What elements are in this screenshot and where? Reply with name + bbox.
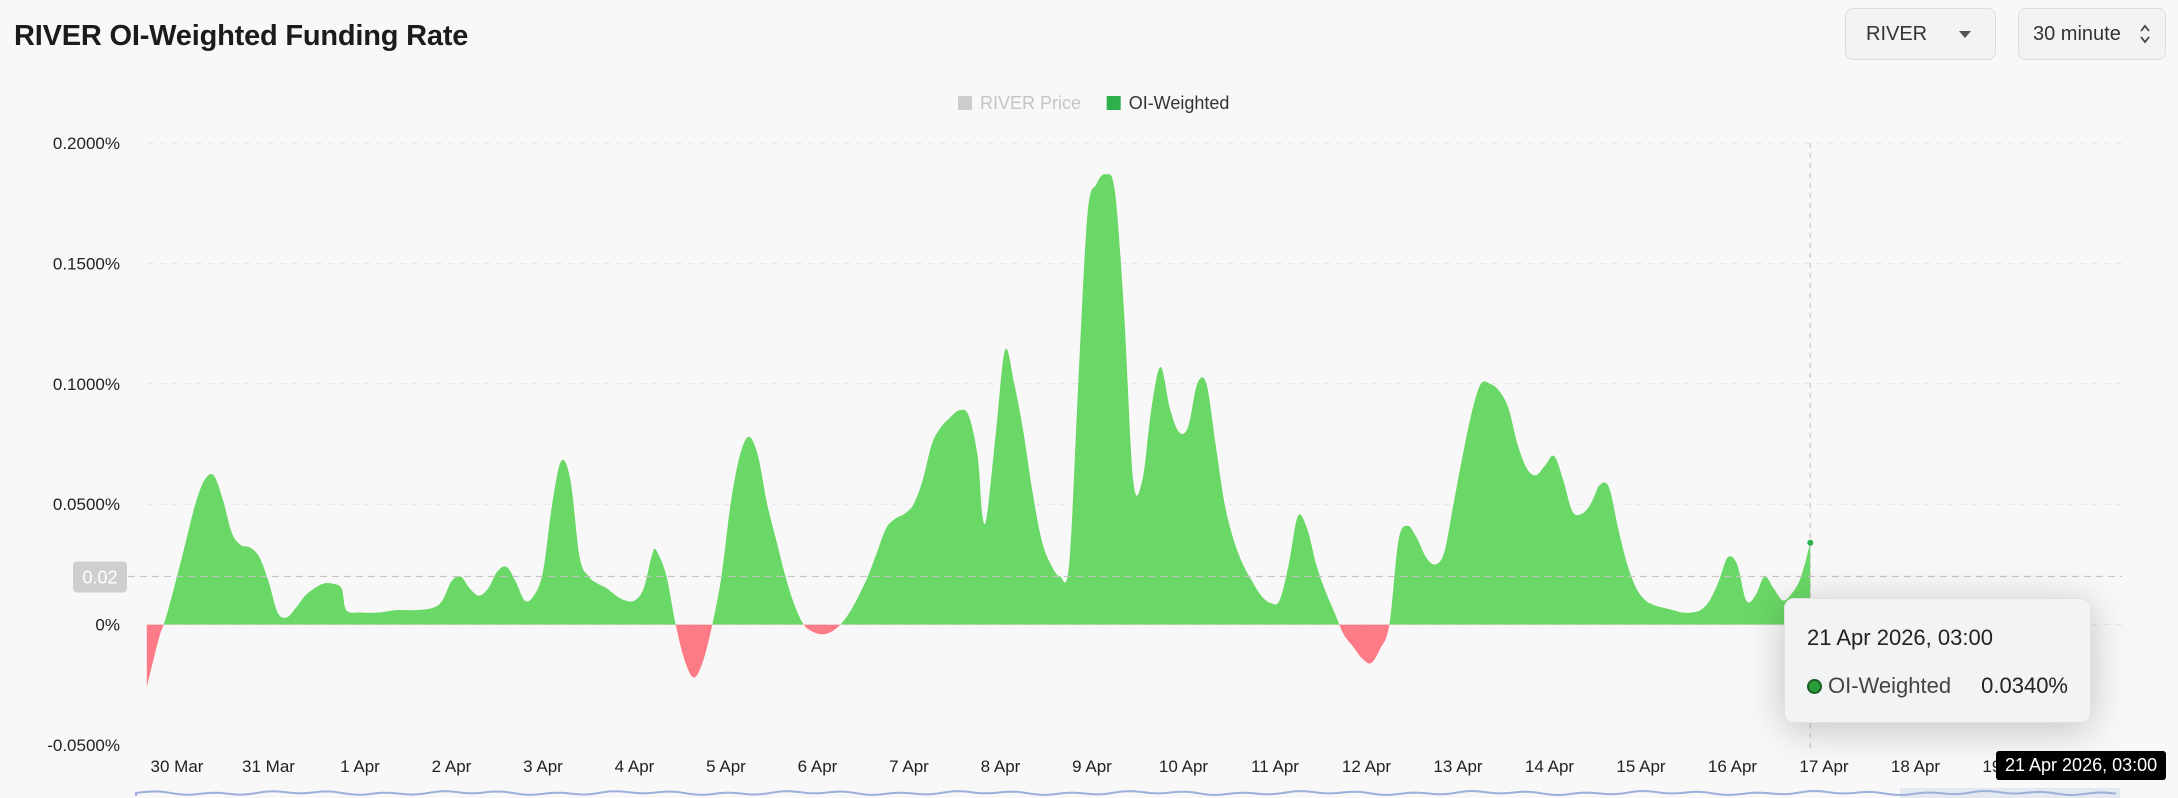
tooltip-date: 21 Apr 2026, 03:00: [1807, 625, 1993, 650]
x-tick-label: 15 Apr: [1616, 757, 1665, 776]
y-tick-label: 0.0500%: [53, 495, 120, 514]
x-tick-label: 8 Apr: [981, 757, 1021, 776]
y-tick-label: 0%: [95, 616, 120, 635]
x-tick-label: 18 Apr: [1891, 757, 1940, 776]
legend-label: RIVER Price: [980, 93, 1081, 113]
y-tick-label: 0.1000%: [53, 375, 120, 394]
minimap-line: [135, 789, 2117, 797]
threshold-badge-bg: [73, 561, 127, 593]
reference-lines: 0.02: [73, 143, 2122, 750]
x-tick-label: 12 Apr: [1342, 757, 1391, 776]
interval-select-value: 30 minute: [2033, 22, 2121, 45]
x-tick-label: 4 Apr: [615, 757, 655, 776]
x-tick-label: 10 Apr: [1159, 757, 1208, 776]
series-area: [146, 174, 1811, 688]
minimap-strip: [135, 788, 2120, 798]
tooltip-series-name: OI-Weighted: [1828, 673, 1952, 698]
x-tick-label: 5 Apr: [706, 757, 746, 776]
legend: RIVER Price OI-Weighted: [958, 93, 1229, 113]
x-tick-label: 16 Apr: [1708, 757, 1757, 776]
y-tick-label: 0.2000%: [53, 134, 120, 153]
x-tick-label: 14 Apr: [1525, 757, 1574, 776]
x-tick-label: 6 Apr: [798, 757, 838, 776]
x-tick-label: 7 Apr: [889, 757, 929, 776]
crosshair-x-label: 21 Apr 2026, 03:00: [1996, 751, 2167, 780]
caret-down-icon: [1959, 31, 1971, 38]
tooltip-value: 0.0340%: [1981, 673, 2068, 698]
x-axis: 30 Mar 31 Mar 1 Apr 2 Apr 3 Apr 4 Apr 5 Apr 6 A…: [151, 757, 2032, 776]
crosshair-point: [1807, 539, 1814, 546]
legend-swatch: [1106, 96, 1121, 110]
x-tick-label: 2 Apr: [432, 757, 472, 776]
x-tick-label: 30 Mar: [151, 757, 204, 776]
positive-area: [163, 174, 1811, 625]
series-dot-icon: [1807, 678, 1822, 694]
x-tick-label: 17 Apr: [1799, 757, 1848, 776]
legend-swatch: [958, 96, 972, 110]
x-tick-label: 3 Apr: [523, 757, 563, 776]
updown-chevron-icon: [2140, 24, 2150, 44]
x-tick-label: 11 Apr: [1251, 757, 1299, 776]
y-axis: 0.2000% 0.1500% 0.1000% 0.0500% 0% -0.0500%: [47, 134, 120, 755]
symbol-select[interactable]: RIVER: [1845, 8, 1996, 60]
interval-select[interactable]: 30 minute: [2018, 8, 2166, 60]
threshold-badge-label: 0.02: [82, 567, 117, 587]
x-tick-label: 1 Apr: [340, 757, 380, 776]
chart-tooltip: 21 Apr 2026, 03:00 OI-Weighted 0.0340%: [1784, 598, 2091, 723]
threshold-badge: 0.02: [73, 561, 127, 593]
x-tick-label: 9 Apr: [1072, 757, 1112, 776]
y-tick-label: -0.0500%: [47, 736, 120, 755]
page-title: RIVER OI-Weighted Funding Rate: [14, 20, 469, 52]
legend-label: OI-Weighted: [1129, 93, 1230, 113]
legend-item[interactable]: RIVER Price: [958, 93, 1081, 113]
x-tick-label: 31 Mar: [242, 757, 295, 776]
legend-item[interactable]: OI-Weighted: [1106, 93, 1230, 113]
x-tick-label: 13 Apr: [1433, 757, 1482, 776]
y-tick-label: 0.1500%: [53, 254, 120, 273]
symbol-select-value: RIVER: [1866, 22, 1928, 45]
